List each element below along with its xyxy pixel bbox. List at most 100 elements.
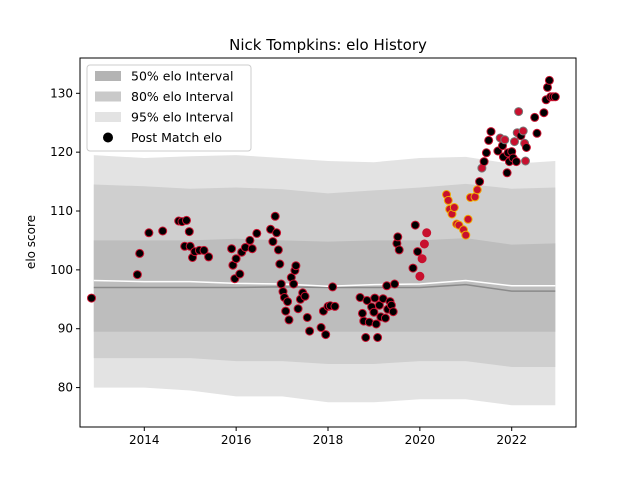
post-match-point (321, 330, 331, 340)
post-match-point (500, 135, 510, 145)
post-match-point (369, 307, 379, 317)
y-tick-label: 120 (50, 145, 73, 159)
post-match-point (252, 228, 262, 238)
post-match-point (300, 291, 310, 301)
post-match-point (510, 137, 519, 147)
post-match-point (135, 248, 145, 258)
post-match-point (393, 232, 403, 242)
post-match-point (227, 244, 237, 254)
post-match-point (284, 315, 294, 325)
post-match-point (132, 270, 142, 280)
post-match-point (283, 297, 293, 307)
post-match-point (357, 308, 367, 318)
legend-label: 80% elo Interval (131, 89, 233, 104)
post-match-point (235, 269, 245, 279)
post-match-point (370, 293, 380, 303)
post-match-point (443, 195, 453, 205)
post-match-point (144, 228, 154, 238)
post-match-point (291, 261, 301, 271)
y-axis-ticks: 80 90 100 110 120 130 (50, 86, 80, 395)
legend-label: 95% elo Interval (131, 110, 233, 125)
post-match-point (422, 228, 432, 238)
post-match-point (272, 228, 282, 238)
legend-swatch (95, 112, 121, 122)
post-match-point (373, 333, 383, 342)
y-tick-label: 100 (50, 263, 73, 277)
center-lines (93, 279, 556, 292)
x-tick-label: 2014 (129, 433, 160, 447)
post-match-point (511, 157, 521, 167)
y-tick-label: 130 (50, 86, 73, 100)
post-match-point (276, 279, 286, 289)
post-match-point (408, 263, 418, 273)
post-match-point (275, 259, 285, 269)
post-match-point (199, 245, 209, 255)
x-tick-label: 2022 (496, 433, 527, 447)
x-tick-label: 2016 (221, 433, 252, 447)
post-match-point (328, 282, 338, 292)
post-match-point (417, 254, 427, 264)
post-match-point (514, 107, 524, 117)
post-match-point (182, 215, 191, 225)
post-match-point (463, 214, 473, 224)
post-match-point (410, 220, 420, 230)
post-match-point (532, 128, 542, 138)
post-match-point (245, 235, 255, 245)
post-match-point (461, 230, 471, 240)
x-tick-label: 2018 (313, 433, 344, 447)
interval-bands (93, 155, 556, 406)
post-match-point (390, 279, 400, 289)
post-match-point (293, 304, 303, 314)
post-match-point (394, 245, 404, 255)
post-match-point (530, 112, 540, 122)
post-match-point (521, 156, 530, 166)
band-50 (93, 238, 556, 332)
legend-label: 50% elo Interval (131, 69, 233, 84)
post-match-point (330, 301, 340, 311)
y-tick-label: 80 (58, 381, 73, 395)
post-match-point (289, 279, 299, 289)
post-match-point (270, 211, 280, 221)
post-match-point (521, 143, 531, 152)
post-match-point (419, 239, 429, 249)
post-match-point (479, 157, 489, 167)
mean-line (93, 279, 556, 288)
post-match-point (158, 226, 168, 236)
post-match-point (544, 75, 554, 85)
post-match-point (539, 108, 549, 118)
post-match-point (247, 244, 257, 254)
y-tick-label: 110 (50, 204, 73, 218)
legend-box (86, 64, 252, 152)
x-tick-label: 2020 (405, 433, 436, 447)
y-axis-label: elo score (24, 215, 38, 269)
legend-marker (103, 132, 113, 143)
post-match-point (204, 252, 214, 262)
x-axis-ticks: 2014 2016 2018 2020 2022 (129, 427, 527, 447)
y-tick-label: 90 (58, 322, 73, 336)
post-match-point (184, 227, 194, 237)
post-match-point (273, 245, 283, 255)
post-match-point (305, 326, 315, 336)
post-match-point (475, 177, 485, 187)
post-match-point (518, 126, 528, 136)
legend-swatch (95, 91, 121, 102)
median-line (93, 283, 556, 292)
post-match-point (472, 185, 482, 195)
post-match-point (302, 313, 312, 322)
post-match-point (382, 281, 392, 291)
post-match-points (87, 75, 560, 342)
post-match-point (415, 271, 425, 281)
post-match-point (361, 333, 371, 342)
legend-label: Post Match elo (131, 130, 222, 145)
post-match-point (281, 306, 291, 316)
post-match-point (486, 127, 496, 137)
post-match-point (413, 247, 423, 257)
post-match-point (484, 135, 494, 145)
post-match-point (380, 313, 390, 323)
post-match-point (449, 203, 459, 212)
post-match-point (550, 92, 560, 102)
post-match-point (502, 168, 512, 178)
post-match-point (316, 323, 326, 332)
post-match-point (371, 319, 381, 329)
post-match-point (268, 237, 278, 247)
